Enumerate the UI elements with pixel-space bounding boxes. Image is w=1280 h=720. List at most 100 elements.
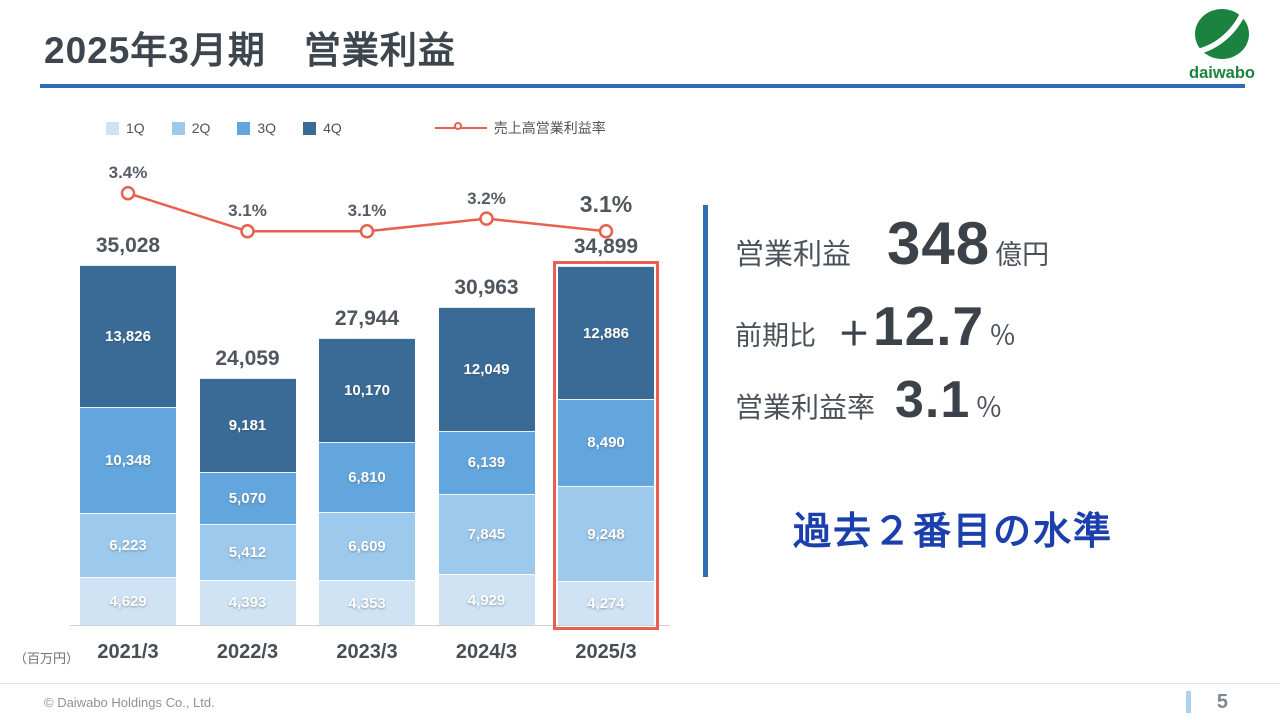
legend-item-4q: 4Q [303,120,342,136]
metric-prefix: ＋ [838,316,871,352]
x-axis-label: 2024/3 [455,641,518,663]
bar-value-label: 12,886 [583,324,629,342]
metric-suffix: 億円 [995,240,1050,270]
legend-swatch [171,121,185,135]
legend-item-2q: 2Q [171,120,211,136]
bar-segment-4q-2022-3: 9,181 [199,377,296,473]
bar-segment-1q-2025-3: 4,274 [558,581,654,625]
legend-item-3q: 3Q [237,120,276,136]
metric-label: 営業利益率 [735,392,876,423]
bar-total-label: 24,059 [215,346,280,370]
bar-segment-4q-2025-3: 12,886 [558,266,654,399]
bar-value-label: 5,412 [228,544,267,562]
bar-segment-4q-2023-3: 10,170 [319,337,415,443]
legend-line-icon [434,122,487,130]
metrics-rows: 営業利益 348 億円 前期比 ＋ 12.7 ％ 営業利益率 3.1 ％ 過去２… [735,209,1183,555]
x-axis-label: 2023/3 [336,641,398,663]
margin-pct-label: 3.4% [108,163,148,183]
title-underline [40,84,1245,88]
metric-value: 12.7 [873,295,985,357]
bar-segment-2q-2022-3: 5,412 [199,524,296,580]
margin-pct-label: 3.2% [467,188,506,208]
margin-pct-label: 3.1% [347,201,387,221]
bar-segment-4q-2024-3: 12,049 [438,306,535,431]
chart-legend: 1Q 2Q 3Q 4Q 売上高営業利益率 [106,118,606,138]
bar-value-label: 4,393 [228,594,267,612]
page-indicator: 5 [1185,690,1228,714]
bar-total-label: 27,944 [334,306,400,330]
bar-value-label: 9,248 [587,525,625,543]
bar-value-label: 4,629 [109,593,147,611]
metric-yoy-change: 前期比 ＋ 12.7 ％ [735,294,1183,358]
legend-swatch [303,121,317,135]
bar-segment-3q-2024-3: 6,139 [438,430,535,494]
page-number: 5 [1216,690,1228,713]
bar-total-label: 30,963 [454,275,519,299]
bar-total-label: 35,028 [95,234,161,258]
x-axis-label: 2021/3 [97,641,159,663]
bar-segment-2q-2021-3: 6,223 [80,513,176,578]
x-axis-line [70,625,670,626]
bar-total-label: 34,899 [573,235,639,259]
bar-segment-1q-2023-3: 4,353 [319,580,415,625]
bar-value-label: 7,845 [467,526,506,544]
bar-value-label: 4,353 [348,594,386,612]
margin-marker [359,224,375,239]
metric-label: 営業利益 [735,239,852,271]
legend-item-margin-line: 売上高営業利益率 [434,118,606,138]
margin-pct-label: 3.1% [228,201,267,221]
page-number-bar [1185,691,1191,713]
metric-profit-margin: 営業利益率 3.1 ％ [735,370,1183,430]
bar-segment-3q-2023-3: 6,810 [319,442,415,513]
bar-value-label: 9,181 [228,416,267,434]
bar-value-label: 4,274 [587,595,625,613]
bar-value-label: 10,348 [105,452,151,470]
logo-mark-icon: daiwabo [1189,8,1255,82]
bar-segment-4q-2021-3: 13,826 [80,265,176,408]
legend-item-1q: 1Q [106,120,145,136]
legend-label: 3Q [257,120,277,136]
metric-suffix: ％ [975,393,1003,423]
bar-segment-3q-2025-3: 8,490 [558,398,654,487]
legend-label: 4Q [323,120,342,136]
margin-marker [240,224,255,239]
highlight-box-2025 [553,261,659,630]
bar-segment-3q-2021-3: 10,348 [80,407,176,514]
legend-label: 2Q [191,120,211,136]
metric-suffix: ％ [989,321,1017,351]
bar-value-label: 6,139 [467,454,506,472]
unit-label: （百万円） [14,651,80,666]
margin-marker [479,211,494,226]
bar-value-label: 13,826 [105,328,151,346]
bar-segment-1q-2022-3: 4,393 [199,579,296,625]
metric-value: 348 [887,210,991,277]
copyright-text: © Daiwabo Holdings Co., Ltd. [44,694,215,710]
footer: © Daiwabo Holdings Co., Ltd. 5 [0,683,1280,720]
bar-segment-2q-2024-3: 7,845 [438,493,535,575]
legend-label: 売上高営業利益率 [493,120,606,136]
legend-label: 1Q [126,120,145,136]
bar-value-label: 5,070 [228,490,267,508]
bar-value-label: 12,049 [463,360,510,378]
bar-value-label: 6,223 [109,537,147,555]
x-axis-label: 2022/3 [216,641,279,663]
legend-marker-icon [453,122,462,130]
bar-segment-2q-2025-3: 9,248 [558,486,654,582]
metrics-panel: 営業利益 348 億円 前期比 ＋ 12.7 ％ 営業利益率 3.1 ％ 過去２… [703,203,1183,577]
margin-pct-label: 3.1% [579,191,633,218]
bar-segment-3q-2022-3: 5,070 [199,472,296,525]
bar-value-label: 8,490 [587,434,625,452]
bar-value-label: 6,609 [348,538,386,556]
metric-label: 前期比 [735,321,816,351]
legend-swatch [106,121,119,135]
logo-text: daiwabo [1189,64,1255,82]
x-axis-label: 2025/3 [575,641,637,663]
accent-bar [703,205,708,577]
bar-value-label: 6,810 [348,469,386,487]
highlight-note: 過去２番目の水準 [793,511,1114,553]
metric-value: 3.1 [895,371,971,429]
margin-marker [120,185,136,201]
daiwabo-logo: daiwabo [1184,6,1260,89]
